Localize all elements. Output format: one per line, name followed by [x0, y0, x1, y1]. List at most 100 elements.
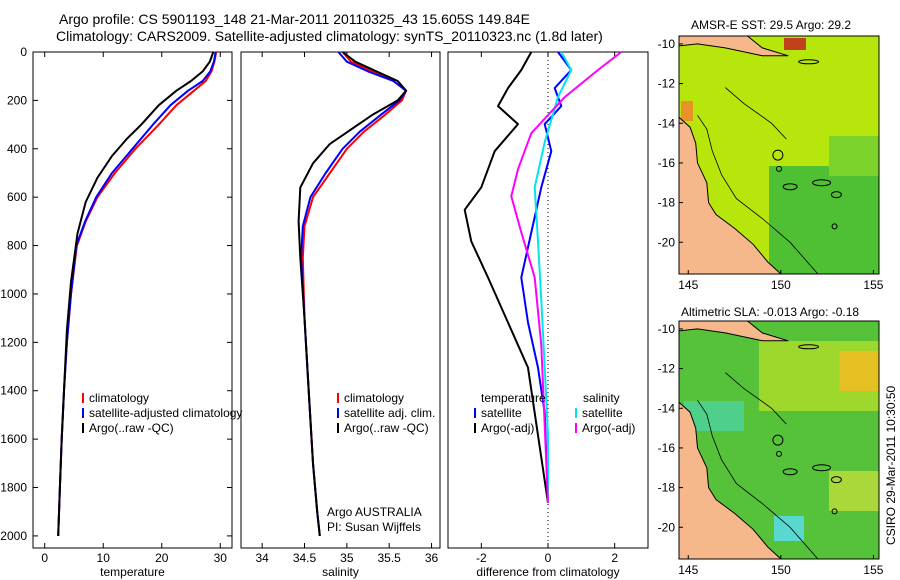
sst-cool-patch — [769, 166, 879, 274]
map-frame-1 — [678, 320, 880, 560]
annotation-line: Argo AUSTRALIA — [327, 505, 422, 519]
sla-low-patch — [774, 516, 804, 541]
map-title-sla: Altimetric SLA: -0.013 Argo: -0.18 — [681, 305, 860, 319]
reef-outline — [776, 450, 782, 457]
x-tick-label: 34.5 — [293, 551, 317, 565]
x-tick-label: 34 — [255, 551, 269, 565]
map-x-tick-label: 150 — [771, 563, 791, 577]
land-mass — [679, 116, 782, 274]
series-line-blue — [300, 51, 408, 537]
map-y-tick-label: -12 — [658, 362, 676, 376]
series-line-black — [57, 51, 215, 536]
x-tick-label: 0 — [545, 551, 552, 565]
series-line-magenta — [510, 51, 622, 503]
legend-label: satellite adj. clim. — [344, 406, 435, 420]
legend-label: Argo(..raw -QC) — [89, 421, 174, 435]
map-y-tick-label: -10 — [658, 322, 676, 336]
depth-contour — [697, 115, 819, 274]
land-mass — [679, 401, 782, 559]
legend-label: satellite — [582, 406, 623, 420]
x-tick-label: 30 — [214, 551, 228, 565]
reef-outline — [830, 476, 842, 484]
reef-outline — [812, 464, 832, 472]
legend-label: climatology — [89, 391, 149, 405]
legend-label: Argo(..raw -QC) — [344, 421, 429, 435]
sst-cool-patch — [829, 136, 879, 176]
land-mass-north — [679, 36, 789, 57]
y-tick-label: 800 — [7, 239, 27, 253]
series-line-blue — [57, 51, 217, 536]
reef-outline — [782, 183, 798, 191]
y-tick-label: 1600 — [0, 432, 27, 446]
map-field-0 — [679, 36, 879, 274]
legend-label: climatology — [344, 391, 404, 405]
depth-contour — [697, 400, 819, 559]
y-tick-label: 600 — [7, 190, 27, 204]
map-y-tick-label: -20 — [658, 235, 676, 249]
x-tick-label: 36 — [425, 551, 439, 565]
credit-stamp: CSIRO 29-Mar-2011 10:30:50 — [884, 385, 898, 545]
profile-location-marker — [772, 149, 784, 161]
x-tick-label: 0 — [41, 551, 48, 565]
legend-label: satellite-adjusted climatology — [89, 406, 242, 420]
map-y-tick-label: -14 — [658, 116, 676, 130]
y-tick-label: 1000 — [0, 287, 27, 301]
reef-outline — [831, 223, 838, 230]
series-line-cyan — [533, 51, 573, 503]
y-tick-label: 0 — [20, 45, 27, 59]
x-tick-label: 35 — [340, 551, 354, 565]
map-y-tick-label: -18 — [658, 196, 676, 210]
x-tick-label: 2 — [611, 551, 618, 565]
map-x-tick-label: 150 — [771, 278, 791, 292]
reef-outline — [782, 468, 798, 476]
map-y-tick-label: -20 — [658, 520, 676, 534]
figure-title-line1: Argo profile: CS 5901193_148 21-Mar-2011… — [59, 11, 530, 27]
map-y-tick-label: -14 — [658, 401, 676, 415]
legend-header: salinity — [583, 391, 620, 405]
x-axis-label: temperature — [100, 565, 165, 579]
map-y-tick-label: -16 — [658, 441, 676, 455]
series-line-red — [57, 51, 218, 536]
map-x-tick-label: 145 — [678, 278, 698, 292]
series-line-black — [463, 51, 549, 504]
profile-location-marker — [772, 434, 784, 446]
map-y-tick-label: -12 — [658, 77, 676, 91]
map-title-sst: AMSR-E SST: 29.5 Argo: 29.2 — [691, 18, 852, 32]
panel-frame-1 — [240, 51, 441, 549]
y-tick-label: 1200 — [0, 335, 27, 349]
x-tick-label: 10 — [97, 551, 111, 565]
map-x-tick-label: 155 — [863, 278, 883, 292]
series-line-black — [297, 51, 408, 537]
x-axis-label: difference from climatology — [476, 565, 619, 579]
series-line-red — [301, 51, 408, 537]
map-y-tick-label: -10 — [658, 37, 676, 51]
annotation-line: PI: Susan Wijffels — [327, 520, 421, 534]
y-tick-label: 2000 — [0, 529, 27, 543]
y-tick-label: 200 — [7, 93, 27, 107]
y-tick-label: 1400 — [0, 384, 27, 398]
map-x-tick-label: 155 — [863, 563, 883, 577]
x-tick-label: 20 — [155, 551, 169, 565]
figure-title-line2: Climatology: CARS2009. Satellite-adjuste… — [56, 28, 603, 44]
sla-high-patch — [829, 471, 879, 511]
sst-warm-patch — [784, 38, 806, 50]
legend-header: temperature — [481, 391, 546, 405]
reef-outline — [776, 165, 782, 172]
panel-frame-0 — [32, 51, 233, 549]
sst-warm-patch — [681, 101, 693, 121]
map-y-tick-label: -16 — [658, 156, 676, 170]
depth-contour — [725, 372, 787, 425]
legend-label: Argo(-adj) — [582, 421, 635, 435]
y-tick-label: 1800 — [0, 481, 27, 495]
x-tick-label: -2 — [476, 551, 487, 565]
island-outline — [798, 59, 820, 65]
map-x-tick-label: 145 — [678, 563, 698, 577]
x-axis-label: salinity — [322, 565, 359, 579]
series-line-blue — [520, 51, 573, 503]
sla-high-patch — [839, 351, 879, 391]
y-tick-label: 400 — [7, 142, 27, 156]
legend-label: satellite — [481, 406, 522, 420]
legend-label: Argo(-adj) — [481, 421, 534, 435]
